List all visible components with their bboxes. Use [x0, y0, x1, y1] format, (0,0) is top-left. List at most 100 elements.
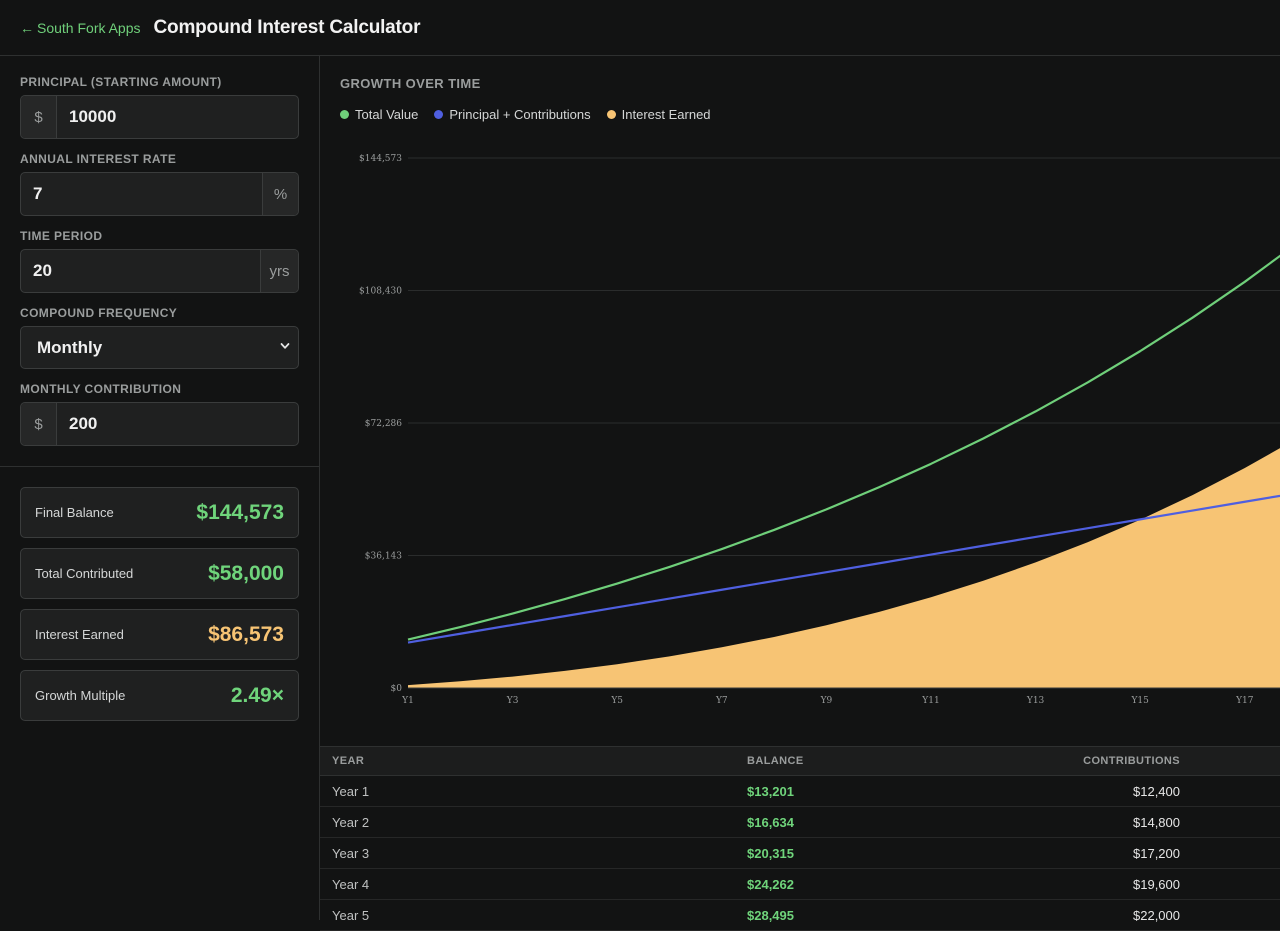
- legend-label: Principal + Contributions: [449, 107, 591, 122]
- legend-dot: [434, 110, 444, 119]
- back-link[interactable]: ← South Fork Apps: [20, 20, 141, 36]
- cell-contributions: $14,800: [1133, 814, 1180, 830]
- legend-label: Total Value: [355, 107, 419, 122]
- cell-balance: $24,262: [747, 876, 794, 892]
- x-tick-label: Y15: [1130, 696, 1149, 706]
- table-row: Year 1 $13,201 $12,400: [320, 776, 1280, 807]
- contribution-input-group: $: [20, 402, 299, 446]
- percent-suffix: %: [262, 173, 298, 215]
- y-tick-label: $144,573: [359, 154, 402, 164]
- cell-year: Year 5: [332, 907, 370, 923]
- legend-item-total-value: Total Value: [340, 107, 418, 122]
- x-tick-label: Y13: [1026, 696, 1045, 706]
- contribution-field: MONTHLY CONTRIBUTION $: [20, 382, 299, 446]
- cell-contributions: $17,200: [1133, 845, 1180, 861]
- final-balance-card: Final Balance $144,573: [20, 487, 299, 538]
- main-panel: GROWTH OVER TIME Total Value Principal +…: [320, 56, 1280, 931]
- frequency-label: COMPOUND FREQUENCY: [20, 306, 178, 320]
- rate-input-group: %: [20, 172, 299, 216]
- x-tick-label: Y5: [610, 696, 623, 706]
- table-row: Year 3 $20,315 $17,200: [320, 838, 1280, 869]
- frequency-selected-value: Monthly: [37, 337, 103, 357]
- growth-chart: $0 $36,143 $72,286 $108,430 $144,573 Y1 Y3 Y5 Y7…: [359, 154, 1280, 706]
- frequency-select[interactable]: Monthly: [20, 326, 299, 369]
- interest-earned-card: Interest Earned $86,573: [20, 609, 299, 660]
- table-header: YEAR BALANCE CONTRIBUTIONS: [320, 747, 1280, 776]
- series-line-total-value: [407, 254, 1280, 641]
- stat-label: Interest Earned: [35, 627, 124, 642]
- stat-value: $58,000: [208, 561, 284, 585]
- rate-field: ANNUAL INTEREST RATE %: [20, 152, 299, 216]
- yearly-table: YEAR BALANCE CONTRIBUTIONS Year 1 $13,20…: [320, 746, 1280, 931]
- principal-input[interactable]: [57, 96, 298, 138]
- chevron-down-icon: [280, 343, 290, 349]
- series-line-principal-contributions: [407, 494, 1280, 644]
- rate-input[interactable]: [21, 173, 262, 215]
- sidebar: PRINCIPAL (STARTING AMOUNT) $ ANNUAL INT…: [0, 56, 320, 920]
- col-header-balance: BALANCE: [747, 755, 804, 767]
- calculator-form: PRINCIPAL (STARTING AMOUNT) $ ANNUAL INT…: [0, 56, 319, 467]
- frequency-field: COMPOUND FREQUENCY Monthly: [20, 306, 299, 369]
- cell-year: Year 3: [332, 845, 370, 861]
- chart-title: GROWTH OVER TIME: [340, 76, 481, 91]
- cell-year: Year 2: [332, 814, 370, 830]
- y-tick-label: $72,286: [365, 419, 402, 429]
- y-tick-label: $108,430: [359, 287, 402, 297]
- principal-label: PRINCIPAL (STARTING AMOUNT): [20, 75, 222, 89]
- x-tick-label: Y3: [506, 696, 519, 706]
- legend-dot: [606, 110, 616, 119]
- x-tick-label: Y1: [401, 696, 414, 706]
- growth-multiple-card: Growth Multiple 2.49×: [20, 670, 299, 721]
- cell-year: Year 4: [332, 876, 370, 892]
- stat-label: Growth Multiple: [35, 688, 126, 703]
- total-contributed-card: Total Contributed $58,000: [20, 548, 299, 599]
- stat-value: $86,573: [208, 622, 284, 646]
- cell-contributions: $19,600: [1133, 876, 1180, 892]
- series-area-interest-earned: [408, 448, 1280, 688]
- x-tick-label: Y9: [820, 696, 833, 706]
- dollar-prefix: $: [21, 403, 57, 445]
- contribution-input[interactable]: [57, 403, 298, 445]
- legend-label: Interest Earned: [621, 107, 711, 122]
- cell-balance: $13,201: [747, 783, 794, 799]
- x-tick-label: Y11: [921, 696, 939, 706]
- x-tick-label: Y17: [1235, 696, 1254, 706]
- table-row: Year 5 $28,495 $22,000: [320, 900, 1280, 931]
- back-arrow-icon: ←: [20, 19, 34, 36]
- period-input-group: yrs: [20, 249, 299, 293]
- period-input[interactable]: [21, 250, 260, 292]
- summary-stats: Final Balance $144,573 Total Contributed…: [0, 467, 319, 721]
- cell-year: Year 1: [332, 783, 370, 799]
- table-row: Year 4 $24,262 $19,600: [320, 869, 1280, 900]
- cell-balance: $28,495: [747, 907, 794, 923]
- contribution-label: MONTHLY CONTRIBUTION: [20, 382, 182, 396]
- stat-value: 2.49×: [230, 683, 284, 707]
- stat-value: $144,573: [196, 500, 284, 524]
- cell-contributions: $22,000: [1133, 907, 1180, 923]
- years-suffix: yrs: [260, 250, 298, 292]
- period-label: TIME PERIOD: [20, 229, 103, 243]
- col-header-year: YEAR: [332, 755, 365, 767]
- col-header-contributions: CONTRIBUTIONS: [1083, 755, 1180, 767]
- period-field: TIME PERIOD yrs: [20, 229, 299, 293]
- y-tick-label: $0: [391, 684, 403, 694]
- cell-balance: $16,634: [747, 814, 794, 830]
- x-tick-label: Y7: [715, 696, 728, 706]
- cell-balance: $20,315: [747, 845, 794, 861]
- cell-contributions: $12,400: [1133, 783, 1180, 799]
- principal-field: PRINCIPAL (STARTING AMOUNT) $: [20, 75, 299, 139]
- table-row: Year 2 $16,634 $14,800: [320, 807, 1280, 838]
- chart-legend: Total Value Principal + Contributions In…: [340, 107, 727, 122]
- page-title: Compound Interest Calculator: [153, 16, 421, 38]
- legend-dot: [340, 110, 349, 119]
- dollar-prefix: $: [21, 96, 57, 138]
- y-tick-label: $36,143: [365, 552, 402, 562]
- rate-label: ANNUAL INTEREST RATE: [20, 152, 177, 166]
- stat-label: Total Contributed: [35, 566, 134, 581]
- principal-input-group: $: [20, 95, 299, 139]
- back-link-label: South Fork Apps: [37, 19, 141, 36]
- top-bar: ← South Fork Apps Compound Interest Calc…: [0, 0, 1280, 56]
- legend-item-interest: Interest Earned: [606, 107, 711, 122]
- stat-label: Final Balance: [35, 505, 114, 520]
- legend-item-principal: Principal + Contributions: [434, 107, 591, 122]
